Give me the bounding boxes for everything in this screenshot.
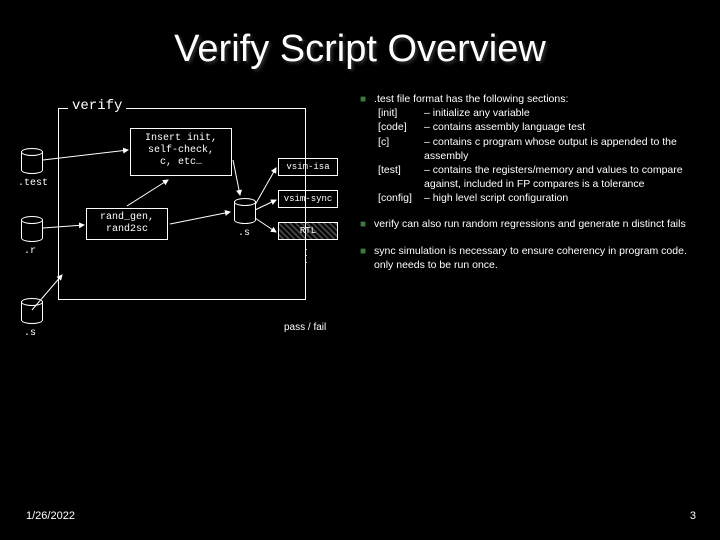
diagram-area: verify Insert init,self-check,c, etc… ra… <box>18 100 348 380</box>
section-desc: – contains assembly language test <box>424 120 705 134</box>
cylinder-test-label: .test <box>18 178 48 189</box>
cylinder-s-inner <box>234 198 256 224</box>
bullet-item: ■ .test file format has the following se… <box>360 92 705 205</box>
section-tag: [c] <box>378 135 424 163</box>
bullet-list: ■ .test file format has the following se… <box>360 92 705 284</box>
bullet-icon: ■ <box>360 218 366 232</box>
cylinder-s-outer <box>21 298 43 324</box>
bullet-item: ■ sync simulation is necessary to ensure… <box>360 244 705 272</box>
section-tag: [config] <box>378 191 424 205</box>
bullet-icon: ■ <box>360 93 366 205</box>
footer-page-number: 3 <box>690 510 696 522</box>
bullet-icon: ■ <box>360 245 366 272</box>
section-row: [c] – contains c program whose output is… <box>374 135 705 163</box>
cylinder-r-label: .r <box>24 246 36 257</box>
footer-date: 1/26/2022 <box>26 510 75 522</box>
cylinder-r <box>21 216 43 242</box>
section-desc: – high level script configuration <box>424 191 705 205</box>
bullet-lead: verify can also run random regressions a… <box>374 217 705 232</box>
section-row: [init] – initialize any variable <box>374 106 705 120</box>
section-desc: – contains the registers/memory and valu… <box>424 163 705 191</box>
cylinder-s-outer-label: .s <box>24 328 36 339</box>
section-row: [test] – contains the registers/memory a… <box>374 163 705 191</box>
section-tag: [test] <box>378 163 424 191</box>
rand-box: rand_gen,rand2sc <box>86 208 168 240</box>
verify-label: verify <box>68 98 126 114</box>
section-desc: – contains c program whose output is app… <box>424 135 705 163</box>
flow-vsim-sync: vsim-sync <box>278 190 338 208</box>
section-tag: [init] <box>378 106 424 120</box>
flow-rtl: RTL <box>278 222 338 240</box>
slide-title: Verify Script Overview <box>0 0 720 71</box>
cylinder-s-inner-label: .s <box>238 228 250 239</box>
flow-vsim-isa: vsim-isa <box>278 158 338 176</box>
flow-dots: ... <box>305 244 308 263</box>
insert-box: Insert init,self-check,c, etc… <box>130 128 232 176</box>
bullet-lead: .test file format has the following sect… <box>374 92 705 106</box>
section-row: [code] – contains assembly language test <box>374 120 705 134</box>
bullet-body: .test file format has the following sect… <box>374 92 705 205</box>
cylinder-test <box>21 148 43 174</box>
section-desc: – initialize any variable <box>424 106 705 120</box>
passfail-label: pass / fail <box>284 322 326 333</box>
section-row: [config] – high level script configurati… <box>374 191 705 205</box>
section-tag: [code] <box>378 120 424 134</box>
bullet-lead: sync simulation is necessary to ensure c… <box>374 244 705 272</box>
bullet-item: ■ verify can also run random regressions… <box>360 217 705 232</box>
